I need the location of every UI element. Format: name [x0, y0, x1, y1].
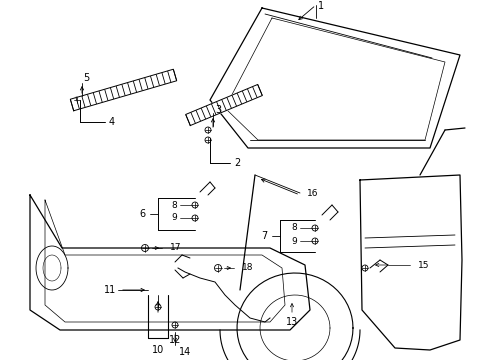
Text: 9: 9	[171, 213, 177, 222]
Text: 4: 4	[109, 117, 115, 127]
Text: 14: 14	[179, 347, 191, 357]
Text: 16: 16	[306, 189, 318, 198]
Text: 10: 10	[152, 345, 164, 355]
Text: 8: 8	[290, 224, 296, 233]
Text: 8: 8	[171, 201, 177, 210]
Polygon shape	[70, 69, 176, 111]
Text: 13: 13	[285, 317, 298, 327]
Text: 7: 7	[260, 231, 266, 241]
Text: 5: 5	[83, 73, 89, 83]
Polygon shape	[185, 85, 262, 126]
Text: 12: 12	[168, 335, 181, 345]
Text: 18: 18	[242, 264, 253, 273]
Text: 2: 2	[233, 158, 240, 168]
Text: 11: 11	[103, 285, 116, 295]
Text: 6: 6	[139, 209, 145, 219]
Text: 15: 15	[417, 261, 428, 270]
Text: 17: 17	[170, 243, 181, 252]
Text: 3: 3	[215, 105, 221, 115]
Text: 1: 1	[317, 1, 324, 11]
Text: 9: 9	[290, 237, 296, 246]
